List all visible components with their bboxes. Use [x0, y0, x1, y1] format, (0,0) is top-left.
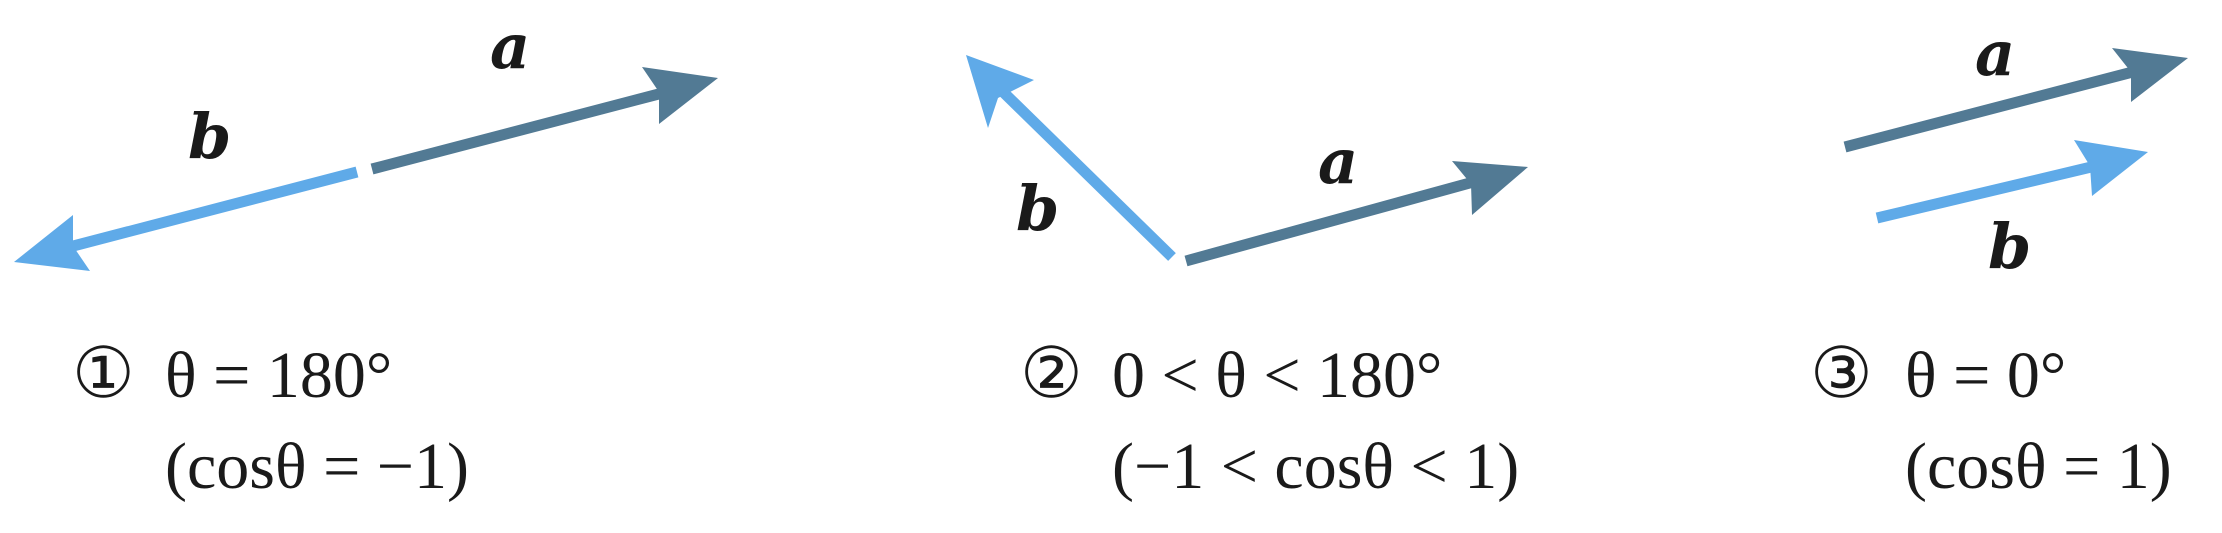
angle-condition: θ = 0° [1905, 339, 2066, 412]
panel-number: ① [72, 332, 135, 414]
panel-number: ② [1020, 332, 1083, 414]
vector-b-arrow [1875, 140, 2148, 224]
cosine-condition: (cosθ = 1) [1905, 430, 2172, 503]
vector-a-arrow [1184, 161, 1528, 267]
panel-number: ③ [1810, 332, 1873, 414]
vector-b-arrow [966, 55, 1176, 261]
vector-a-arrow [370, 67, 718, 175]
panel-1: a b ① θ = 180° (cosθ = −1) [14, 10, 718, 503]
vector-a-label: a [1975, 17, 2015, 90]
panel-2: a b ② 0 < θ < 180° (−1 < cosθ < 1) [966, 55, 1528, 503]
vector-a-label: a [1318, 125, 1358, 198]
cosine-condition: (cosθ = −1) [165, 430, 469, 503]
cosine-condition: (−1 < cosθ < 1) [1112, 430, 1519, 503]
vector-b-label: b [188, 100, 231, 173]
vector-a-arrow [1843, 48, 2188, 153]
vector-a-label: a [490, 10, 530, 83]
vector-b-arrow [14, 166, 359, 271]
vector-b-label: b [1016, 172, 1059, 245]
panel-3: a b ③ θ = 0° (cosθ = 1) [1810, 17, 2188, 503]
angle-condition: 0 < θ < 180° [1112, 339, 1442, 412]
vector-b-label: b [1988, 210, 2031, 283]
angle-condition: θ = 180° [165, 339, 392, 412]
